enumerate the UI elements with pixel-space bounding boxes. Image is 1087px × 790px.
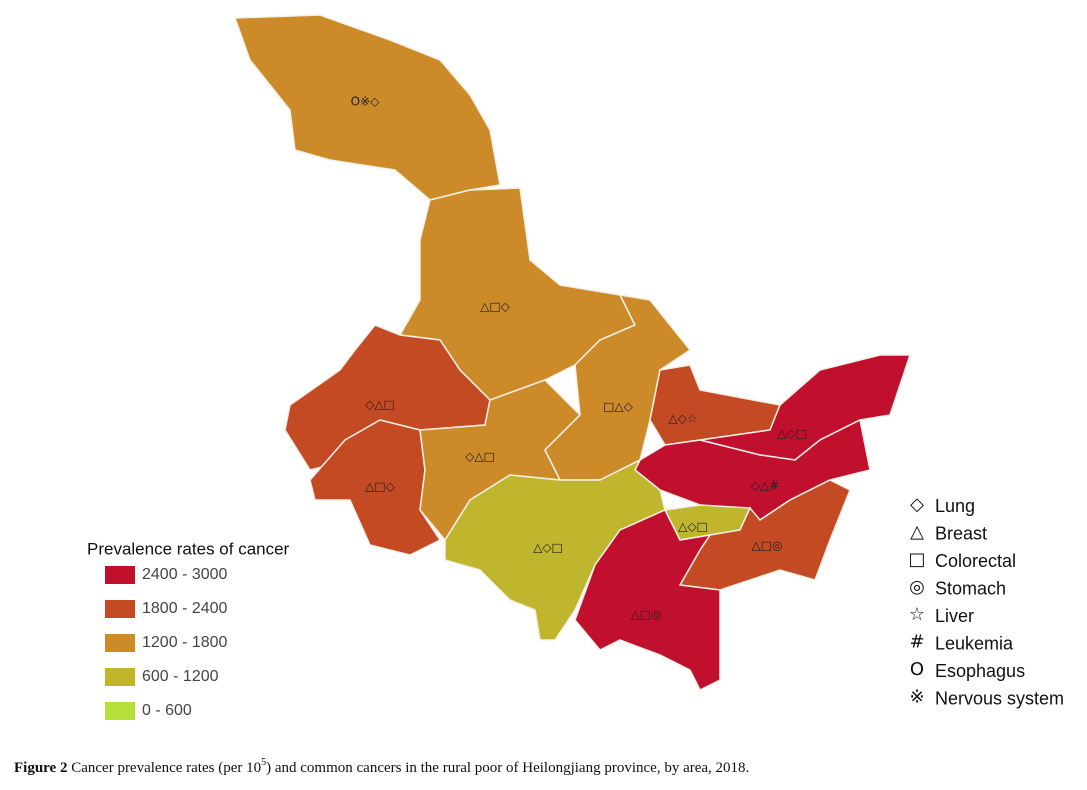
legend-label: 2400 - 3000 [142,566,228,583]
key-symbol: △ [910,522,924,543]
key-symbol: ◎ [909,577,925,598]
region-cancers: △□◇ [365,480,396,494]
key-symbol: ☆ [909,604,925,625]
key-name: Stomach [935,578,1006,598]
key-name: Leukemia [935,633,1014,653]
region-cancers: △◇□ [678,520,708,534]
key-name: Esophagus [935,661,1025,681]
legend-label: 1800 - 2400 [142,600,228,617]
region [574,509,721,692]
key-name: Breast [935,523,987,543]
region-cancers: □△◇ [603,400,634,414]
key-name: Lung [935,496,975,516]
region-cancers: △◇□ [533,541,563,555]
legend-swatch [105,702,135,720]
key-symbol: ※ [909,687,924,708]
key-symbol: □ [908,549,925,570]
key-symbol: # [909,632,924,653]
caption-superscript: 5 [261,757,266,768]
legend-swatch [105,634,135,652]
region-cancers: △□◇ [480,300,511,314]
key-name: Liver [935,606,974,626]
legend-label: 0 - 600 [142,702,192,719]
region-cancers: △□◎ [630,608,661,622]
legend-swatch [105,668,135,686]
caption-text: ) and common cancers in the rural poor o… [266,760,749,776]
region [309,419,442,556]
key-name: Nervous system [935,688,1064,708]
caption-label: Figure 2 [14,760,67,776]
caption-text: Cancer prevalence rates (per 10 [71,760,261,776]
legend-label: 600 - 1200 [142,668,219,685]
legend-title: Prevalence rates of cancer [87,539,290,558]
legend-label: 1200 - 1800 [142,634,228,651]
region-cancers: △◇☆ [668,412,697,426]
legend-swatch [105,600,135,618]
key-symbol: O [910,659,924,680]
region-cancers: ◇△# [751,479,780,493]
region-cancers: △◇□ [777,427,807,441]
region-cancers: △□◎ [751,539,782,553]
region-cancers: O※◇ [351,95,381,109]
key-name: Colorectal [935,551,1016,571]
key-symbol: ◇ [910,494,924,515]
caption: Figure 2 Cancer prevalence rates (per 10… [14,757,749,776]
region-cancers: ◇△□ [365,398,395,412]
region-cancers: ◇△□ [465,450,495,464]
legend-swatch [105,566,135,584]
